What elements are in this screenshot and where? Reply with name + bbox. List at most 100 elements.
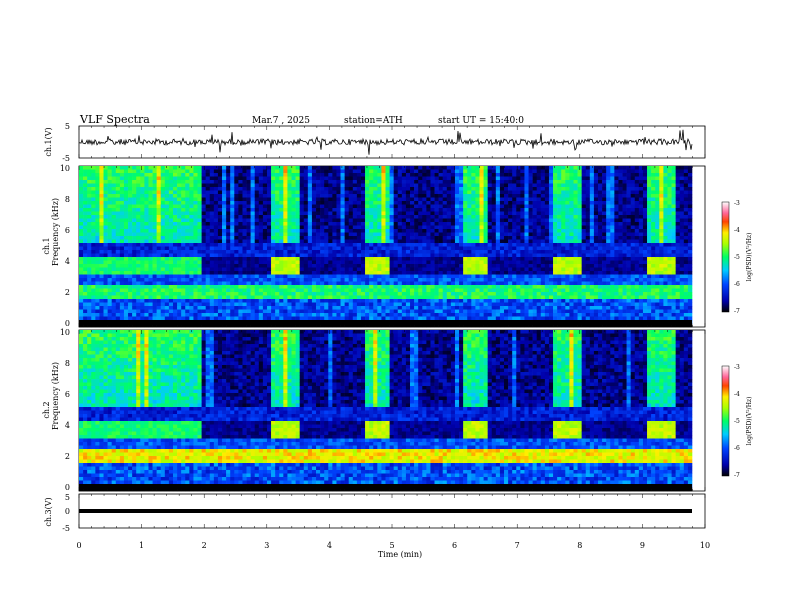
spectrogram-cell	[434, 264, 439, 268]
spectrogram-cell	[177, 316, 182, 321]
spectrogram-cell	[373, 323, 378, 328]
spectrogram-cell	[103, 239, 108, 244]
spectrogram-cell	[181, 222, 186, 226]
spectrogram-cell	[352, 260, 358, 265]
spectrogram-cell	[405, 302, 411, 307]
spectrogram-cell	[103, 271, 108, 275]
spectrogram-cell	[508, 176, 513, 181]
spectrogram-cell	[499, 232, 505, 237]
spectrogram-cell	[87, 302, 92, 307]
spectrogram-cell	[360, 246, 366, 251]
spectrogram-cell	[336, 299, 341, 303]
spectrogram-cell	[132, 194, 137, 198]
spectrogram-cell	[446, 173, 452, 177]
spectrogram-cell	[197, 166, 202, 170]
spectrogram-cell	[385, 285, 390, 289]
spectrogram-cell	[467, 180, 472, 184]
spectrogram-cell	[152, 222, 157, 226]
spectrogram-cell	[128, 295, 133, 300]
spectrogram-cell	[103, 267, 108, 272]
spectrogram-cell	[160, 243, 166, 247]
spectrogram-cell	[132, 169, 137, 174]
spectrogram-cell	[103, 243, 108, 247]
spectrogram-cell	[140, 204, 145, 209]
spectrogram-cell	[352, 313, 358, 317]
spectrogram-cell	[438, 250, 444, 254]
spectrogram-cell	[283, 281, 288, 286]
spectrogram-cell	[479, 215, 484, 219]
spectrogram-cell	[258, 208, 264, 212]
spectrogram-cell	[442, 246, 448, 251]
spectrogram-cell	[119, 197, 125, 202]
spectrogram-cell	[454, 309, 460, 314]
spectrogram-cell	[132, 208, 137, 212]
spectrogram-cell	[340, 180, 345, 184]
spectrogram-cell	[83, 253, 88, 258]
spectrogram-cell	[434, 260, 439, 265]
ch1-ytick-bottom: -5	[62, 154, 70, 163]
spectrogram-cell	[217, 236, 223, 240]
spectrogram-cell	[414, 218, 419, 223]
spectrogram-cell	[438, 194, 444, 198]
spectrogram-cell	[499, 288, 505, 293]
spectrogram-cell	[291, 281, 296, 286]
spectrogram-cell	[344, 250, 350, 254]
spectrogram-cell	[246, 180, 251, 184]
spectrogram-cell	[172, 190, 178, 195]
spectrogram-cell	[209, 285, 215, 289]
spectrogram-cell	[418, 211, 423, 216]
spectrogram-cell	[414, 285, 419, 289]
spectrogram-cell	[360, 278, 366, 282]
spectrogram-cell	[401, 278, 407, 282]
spectrogram-cell	[397, 204, 403, 209]
spectrogram-cell	[311, 250, 317, 254]
spectrogram-cell	[291, 173, 296, 177]
spectrogram-cell	[213, 316, 219, 321]
spectrogram-cell	[316, 183, 321, 188]
spectrogram-cell	[512, 236, 517, 240]
spectrogram-cell	[111, 271, 117, 275]
spectrogram-cell	[91, 299, 96, 303]
spectrogram-cell	[299, 183, 305, 188]
spectrogram-cell	[156, 218, 162, 223]
spectrogram-cell	[262, 190, 268, 195]
spectrogram-cell	[217, 243, 223, 247]
spectrogram-cell	[459, 187, 464, 191]
spectrogram-cell	[250, 281, 256, 286]
spectrogram-cell	[234, 299, 239, 303]
spectrogram-cell	[316, 236, 321, 240]
spectrogram-cell	[344, 271, 350, 275]
spectrogram-cell	[226, 201, 231, 205]
spectrogram-cell	[177, 176, 182, 181]
spectrogram-cell	[360, 281, 366, 286]
spectrogram-cell	[230, 316, 235, 321]
spectrogram-cell	[254, 194, 260, 198]
spectrogram-cell	[426, 208, 431, 212]
spectrogram-cell	[299, 292, 305, 296]
spectrogram-cell	[450, 264, 456, 268]
spectrogram-cell	[389, 253, 394, 258]
spectrogram-cell	[446, 246, 452, 251]
spectrogram-cell	[352, 239, 358, 244]
spectrogram-cell	[205, 201, 211, 205]
spectrogram-cell	[148, 197, 153, 202]
spectrogram-cell	[160, 274, 166, 279]
spectrogram-cell	[132, 323, 137, 328]
spectrogram-cell	[414, 208, 419, 212]
spectrogram-cell	[148, 243, 153, 247]
spectrogram-cell	[311, 229, 317, 233]
spectrogram-cell	[397, 176, 403, 181]
spectrogram-cell	[352, 295, 358, 300]
spectrogram-cell	[99, 204, 104, 209]
spectrogram-cell	[442, 169, 448, 174]
spectrogram-cell	[438, 260, 444, 265]
spectrogram-cell	[258, 313, 264, 317]
spectrogram-cell	[475, 211, 480, 216]
spectrogram-cell	[181, 176, 186, 181]
spectrogram-cell	[320, 204, 325, 209]
spectrogram-cell	[459, 176, 464, 181]
spectrogram-cell	[226, 264, 231, 268]
spectrogram-cell	[491, 183, 497, 188]
spectrogram-cell	[377, 267, 382, 272]
spectrogram-cell	[369, 194, 374, 198]
